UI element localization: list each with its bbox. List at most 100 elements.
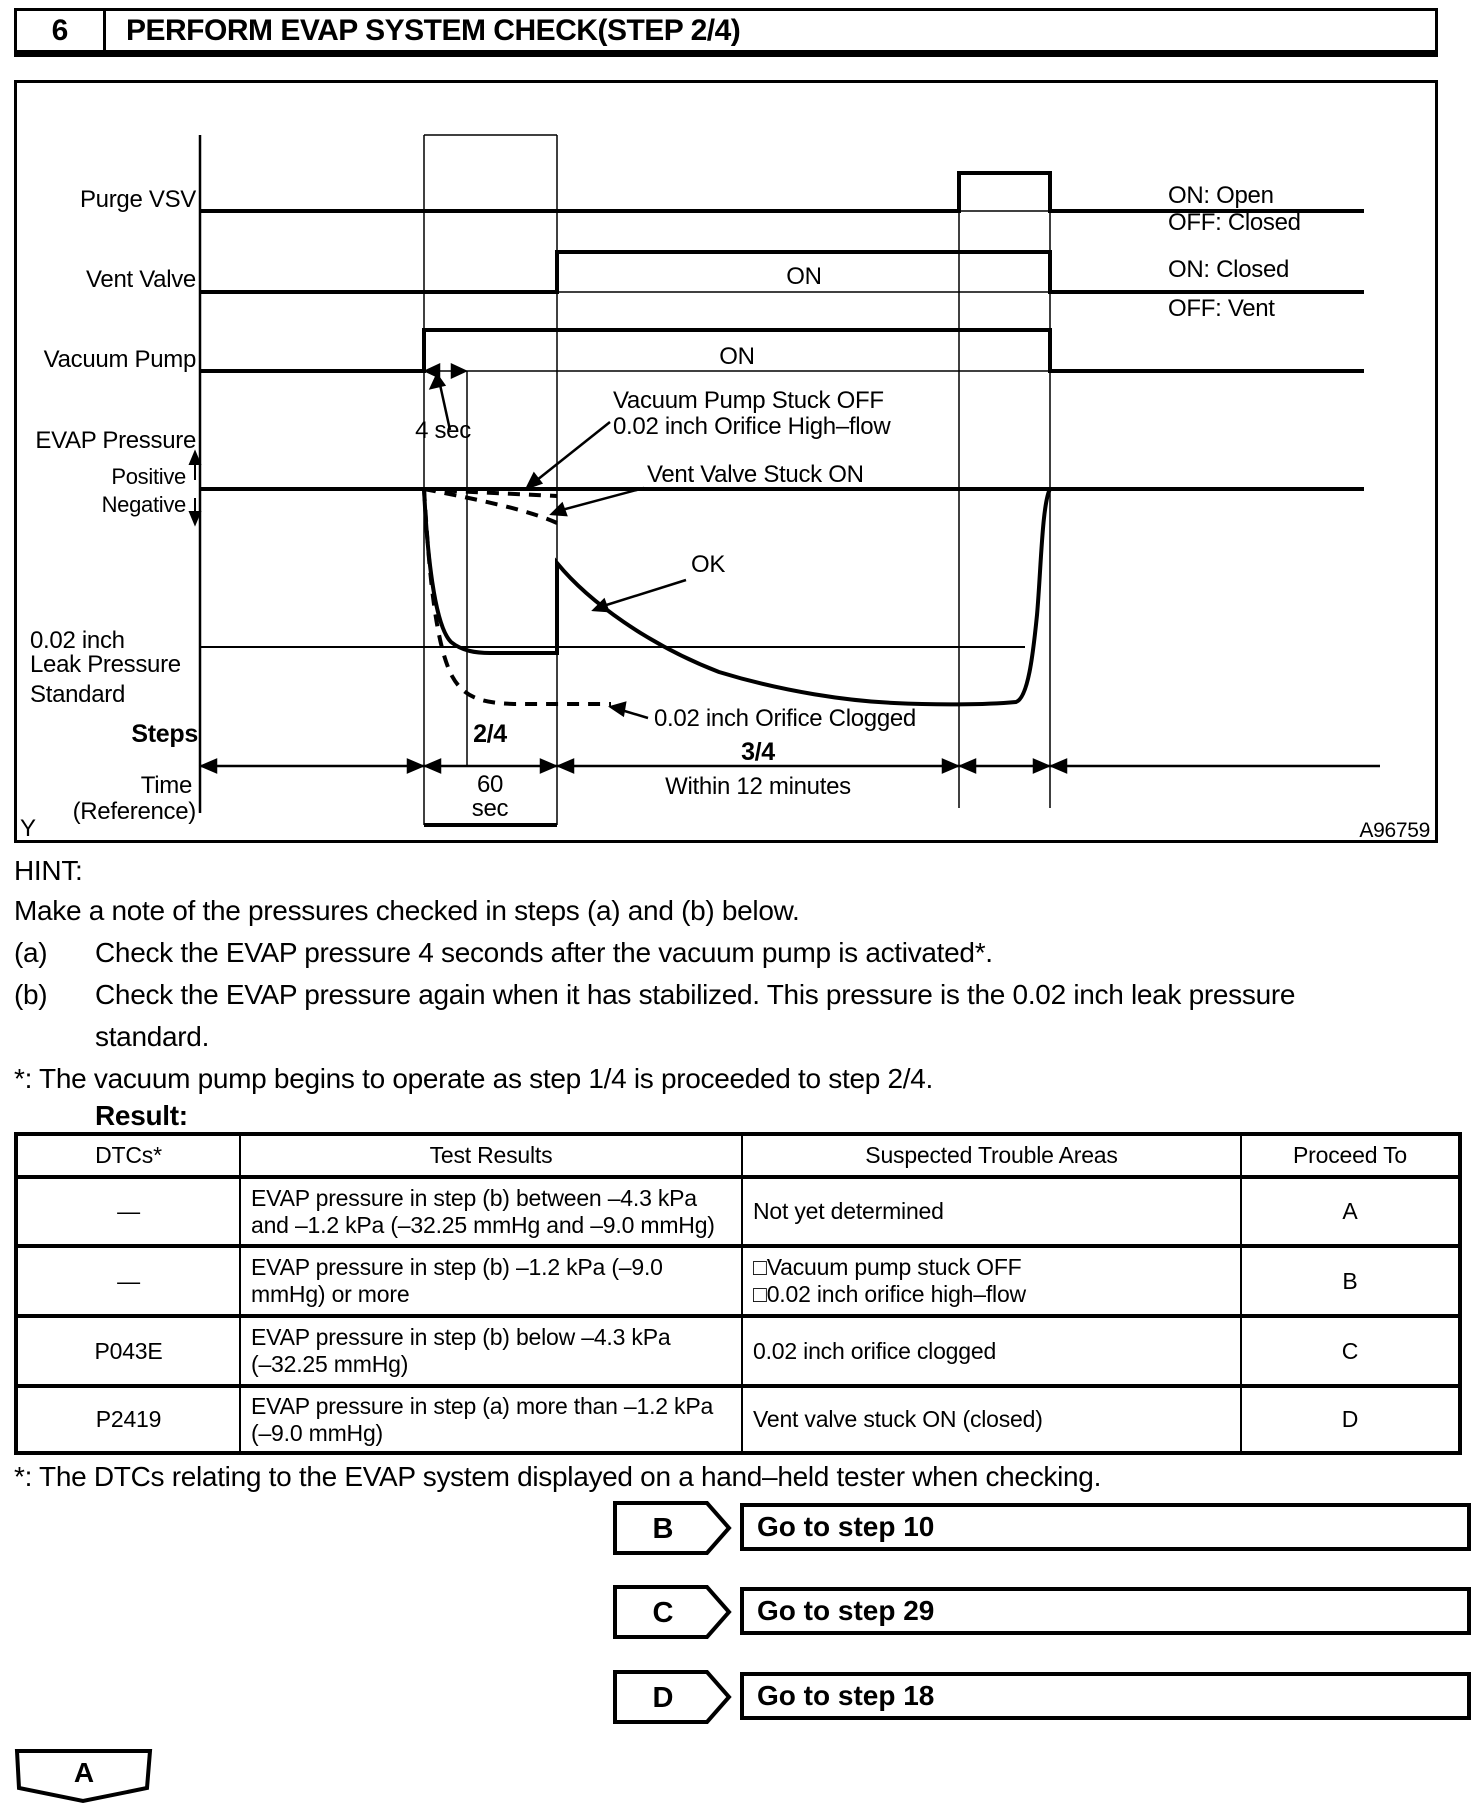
negative-label: Negative <box>102 492 186 517</box>
vent-on-label: ON <box>786 263 821 290</box>
leak-label-line3: Standard <box>30 681 125 708</box>
stuck-off-label-line2: 0.02 inch Orifice High–flow <box>613 413 891 440</box>
leak-label-line2: Leak Pressure <box>30 651 181 678</box>
within-12-min-label: Within 12 minutes <box>665 773 851 800</box>
table-row: P043E EVAP pressure in step (b) below –4… <box>15 1314 1461 1388</box>
item-a-label: (a) <box>14 937 48 968</box>
continuation-flag-a: A <box>14 1749 153 1804</box>
vent-valve-waveform <box>200 250 1364 294</box>
hint-item-b: (b) Check the EVAP pressure again when i… <box>14 979 1295 1011</box>
diagram-corner-label: Y <box>20 815 36 842</box>
cell-dtc: P043E <box>15 1314 241 1388</box>
diagram-border <box>14 80 1438 843</box>
time-label-line1: Time <box>141 772 192 799</box>
purge-vsv-label: Purge VSV <box>80 186 196 213</box>
four-sec-leader-arrowhead <box>428 372 447 390</box>
sixty-sec-line2: sec <box>472 795 509 822</box>
cell-dtc: — <box>15 1175 241 1248</box>
cell-suspected-line1: Not yet determined <box>753 1198 944 1224</box>
four-sec-right-arrowhead <box>450 363 468 379</box>
table-header-row: DTCs* Test Results Suspected Trouble Are… <box>15 1132 1461 1179</box>
pressure-curve-ok <box>422 488 1052 707</box>
col-header-test-results: Test Results <box>239 1132 743 1179</box>
legend-vent-off: OFF: Vent <box>1168 295 1275 322</box>
hint-title: HINT: <box>14 855 83 886</box>
cell-result-line1: EVAP pressure in step (b) –1.2 kPa (–9.0 <box>251 1254 663 1280</box>
pressure-curve-vent-stuck <box>423 487 558 525</box>
vent-valve-label: Vent Valve <box>86 266 196 293</box>
flag-d-shape <box>613 1670 732 1724</box>
pressure-curve-high-flow <box>423 487 558 498</box>
col-header-proceed: Proceed To <box>1240 1132 1461 1179</box>
step-header: 6 PERFORM EVAP SYSTEM CHECK(STEP 2/4) <box>14 8 1438 57</box>
purge-vsv-waveform <box>200 171 1364 213</box>
hint-item-a: (a) Check the EVAP pressure 4 seconds af… <box>14 937 993 969</box>
col-header-suspected: Suspected Trouble Areas <box>741 1132 1242 1179</box>
flag-b: B <box>613 1501 732 1555</box>
flag-b-shape <box>613 1501 732 1555</box>
cell-result-line2: and –1.2 kPa (–32.25 mmHg and –9.0 mmHg) <box>251 1211 715 1238</box>
vent-stuck-arrowhead <box>549 501 568 517</box>
clogged-label: 0.02 inch Orifice Clogged <box>654 705 916 732</box>
cell-result-line1: EVAP pressure in step (b) below –4.3 kPa <box>251 1324 671 1350</box>
flag-a-letter: A <box>74 1757 94 1788</box>
vacuum-on-label: ON <box>719 343 754 370</box>
table-row: — EVAP pressure in step (b) –1.2 kPa (–9… <box>15 1244 1461 1318</box>
result-table: DTCs* Test Results Suspected Trouble Are… <box>14 1132 1462 1455</box>
cell-suspected-line1: □Vacuum pump stuck OFF <box>753 1254 1022 1280</box>
cell-suspected-line2: □0.02 inch orifice high–flow <box>753 1281 1026 1307</box>
cell-suspected-line1: Vent valve stuck ON (closed) <box>753 1406 1043 1432</box>
legend-purge-on: ON: Open <box>1168 182 1274 209</box>
hint-footnote: *: The vacuum pump begins to operate as … <box>14 1063 933 1094</box>
header-divider <box>103 11 106 50</box>
table-footnote: *: The DTCs relating to the EVAP system … <box>14 1461 1102 1492</box>
cell-result-line1: EVAP pressure in step (a) more than –1.2… <box>251 1392 714 1419</box>
steps-label: Steps <box>131 720 198 748</box>
stuck-off-label-line1: Vacuum Pump Stuck OFF <box>613 387 884 414</box>
cell-proceed: C <box>1240 1314 1461 1388</box>
ok-label: OK <box>691 551 725 578</box>
legend-purge-off: OFF: Closed <box>1168 209 1301 236</box>
flag-c-letter: C <box>653 1597 674 1629</box>
flag-d: D <box>613 1670 732 1724</box>
cell-result-line2: mmHg) or more <box>251 1281 410 1307</box>
high-flow-arrowhead <box>524 471 544 491</box>
cell-suspected-line1: 0.02 inch orifice clogged <box>753 1337 997 1364</box>
item-b-label: (b) <box>14 979 48 1010</box>
cell-dtc: — <box>15 1244 241 1318</box>
cell-proceed: B <box>1240 1244 1461 1318</box>
vent-stuck-label: Vent Valve Stuck ON <box>647 461 864 488</box>
cell-result-line2: (–32.25 mmHg) <box>251 1351 409 1377</box>
evap-timing-diagram: Purge VSV Vent Valve Vacuum Pump EVAP Pr… <box>14 80 1438 843</box>
flag-d-letter: D <box>653 1682 674 1714</box>
step-3-4-label: 3/4 <box>741 738 775 766</box>
col-header-dtcs: DTCs* <box>15 1132 241 1179</box>
step-number: 6 <box>51 13 69 47</box>
cell-proceed: A <box>1240 1175 1461 1248</box>
time-label-line2: (Reference) <box>73 798 196 825</box>
vacuum-pump-label: Vacuum Pump <box>44 346 196 373</box>
vacuum-pump-waveform <box>200 328 1364 373</box>
result-label: Result: <box>95 1100 188 1131</box>
gridlines <box>423 134 1051 825</box>
legend-vent-on: ON: Closed <box>1168 256 1289 283</box>
annotation-arrows <box>423 363 687 720</box>
goto-step-10: Go to step 10 <box>740 1503 1471 1551</box>
cell-result-line2: (–9.0 mmHg) <box>251 1419 383 1446</box>
table-row: — EVAP pressure in step (b) between –4.3… <box>15 1175 1461 1248</box>
evap-pressure-label: EVAP Pressure <box>35 427 196 454</box>
item-b-text-line2: standard. <box>95 1021 210 1052</box>
hint-intro: Make a note of the pressures checked in … <box>14 895 800 926</box>
cell-proceed: D <box>1240 1384 1461 1455</box>
item-a-text: Check the EVAP pressure 4 seconds after … <box>95 937 993 968</box>
table-row: P2419 EVAP pressure in step (a) more tha… <box>15 1384 1461 1455</box>
cell-dtc: P2419 <box>15 1384 241 1455</box>
pressure-direction-arrows <box>188 449 202 527</box>
positive-label: Positive <box>111 464 186 489</box>
cell-result-line1: EVAP pressure in step (b) between –4.3 k… <box>251 1184 697 1211</box>
four-sec-label: 4 sec <box>415 417 471 444</box>
clogged-arrowhead <box>608 701 627 718</box>
time-axis <box>198 758 1380 774</box>
figure-code: A96759 <box>1359 819 1430 842</box>
